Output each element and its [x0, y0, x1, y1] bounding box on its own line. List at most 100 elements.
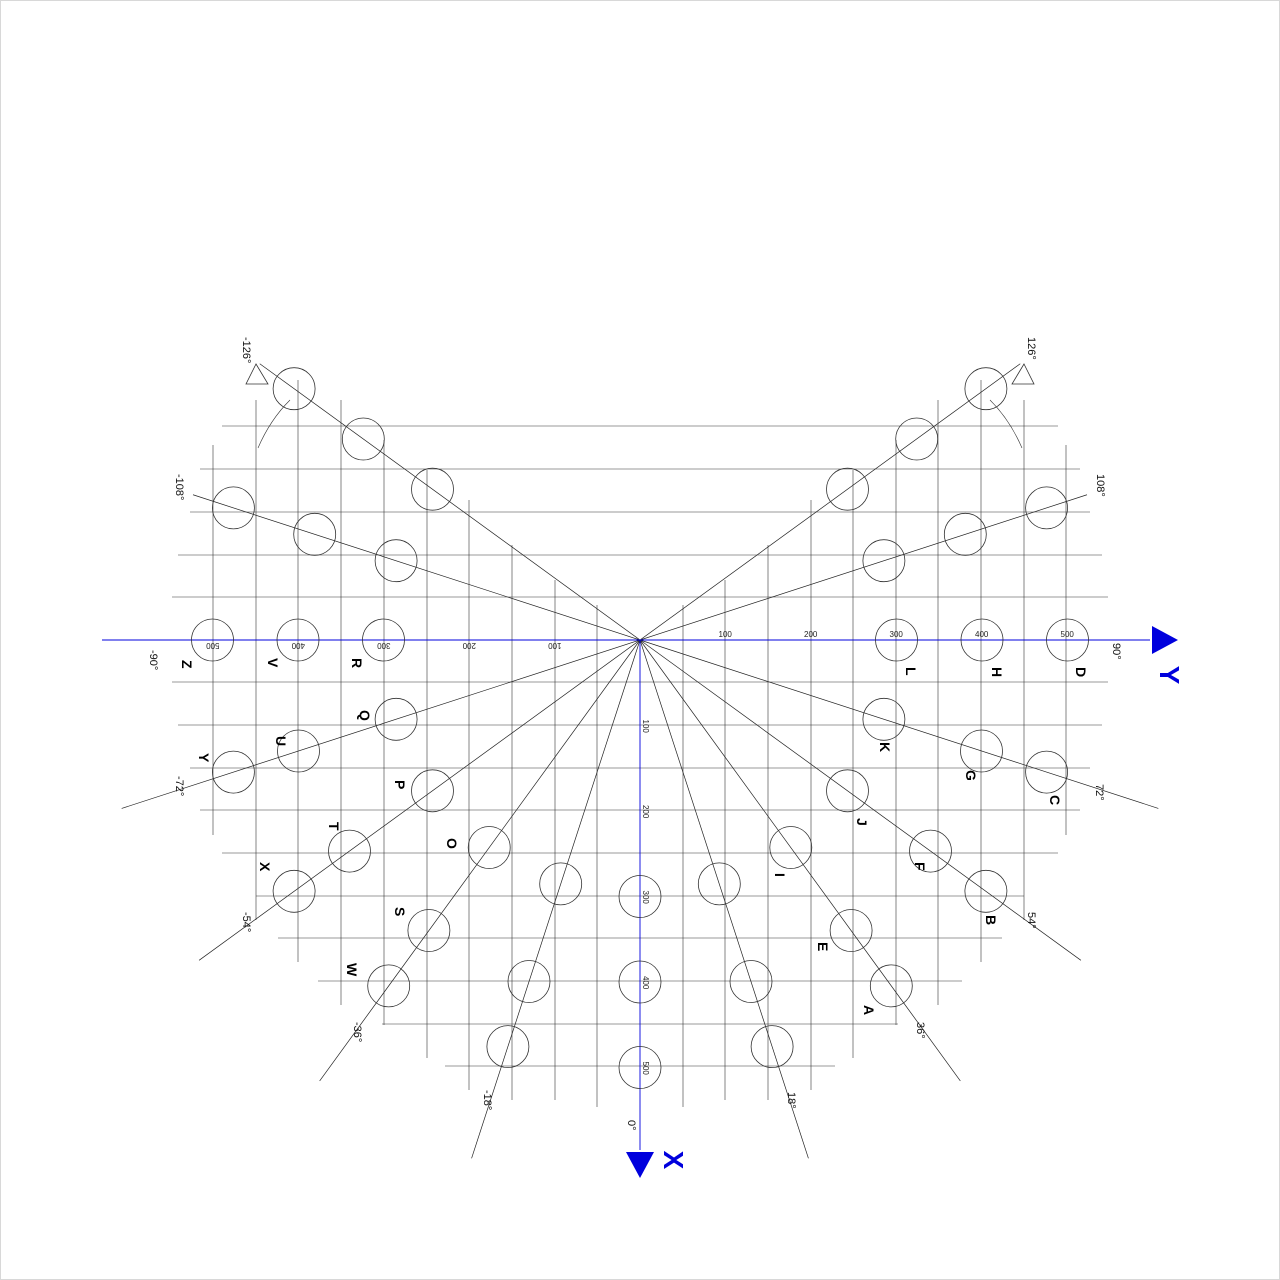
- hole-letter: Y: [196, 753, 212, 763]
- angle-label: 90°: [1110, 643, 1122, 660]
- angle-label: -126°: [240, 337, 252, 363]
- angle-label: 72°: [1093, 784, 1105, 801]
- hole-circle: [960, 618, 1004, 662]
- y-tick-label: 300: [890, 630, 904, 639]
- neg-y-tick-label: 100: [548, 641, 562, 650]
- hole-circle: [486, 1025, 530, 1068]
- grid-lines: [170, 380, 1108, 1107]
- hole-letter: T: [326, 822, 342, 831]
- hole-circle: [826, 769, 869, 813]
- hole-letter: O: [444, 838, 460, 849]
- x-tick-label: 100: [641, 720, 650, 734]
- angle-label: -72°: [173, 776, 185, 796]
- hole-circle: [362, 618, 405, 662]
- hole-circle: [328, 829, 371, 873]
- angle-rays: [121, 363, 1159, 1159]
- hole-circle: [618, 960, 662, 1004]
- hole-letter: H: [989, 667, 1005, 677]
- ray-108: [639, 494, 1088, 641]
- ray-36: [639, 639, 961, 1082]
- hole-circle: [1025, 750, 1068, 794]
- x-tick-label: 500: [641, 1062, 650, 1076]
- neg-y-tick-label: 400: [291, 641, 305, 650]
- neg-y-tick-label: 500: [206, 641, 220, 650]
- hole-circle: [943, 512, 987, 556]
- ray--36: [319, 639, 641, 1082]
- y-tick-label: 500: [1061, 630, 1075, 639]
- x-tick-label: 300: [641, 891, 650, 905]
- hole-letter: W: [344, 963, 360, 977]
- hole-circle: [411, 467, 454, 511]
- x-tick-label: 200: [641, 805, 650, 819]
- ray-72: [639, 639, 1159, 809]
- x-tick-label: 400: [641, 976, 650, 990]
- ray--126: [259, 363, 641, 641]
- hole-circle: [618, 1046, 662, 1089]
- hole-circle: [407, 909, 451, 952]
- angle-label: 108°: [1094, 474, 1106, 497]
- angle-label: 18°: [785, 1092, 797, 1109]
- hole-circle: [909, 829, 952, 873]
- x-axis-label: X: [658, 1151, 689, 1170]
- left-arc: [257, 399, 291, 449]
- hole-circle: [875, 618, 918, 662]
- angle-label: 126°: [1025, 337, 1037, 360]
- y-tick-label: 400: [975, 630, 989, 639]
- y-tick-label: 100: [719, 630, 733, 639]
- hole-letter: L: [903, 667, 919, 676]
- ray-126: [639, 363, 1021, 641]
- hole-circle: [293, 512, 337, 556]
- angle-label: 54°: [1025, 912, 1037, 929]
- x-axis-arrow: [626, 1152, 654, 1178]
- hole-circle: [826, 467, 869, 511]
- hole-circle: [862, 697, 906, 741]
- hole-circle: [211, 750, 255, 794]
- hole-circle: [1025, 486, 1068, 530]
- angle-label: -54°: [240, 912, 252, 932]
- angle-label: -18°: [481, 1090, 493, 1110]
- neg-y-tick-label: 200: [462, 641, 476, 650]
- hole-circle: [829, 909, 873, 952]
- hole-circle: [374, 539, 418, 583]
- hole-circle: [964, 869, 1008, 913]
- hole-circle: [964, 367, 1008, 411]
- hole-circle: [374, 697, 418, 741]
- angle-label: -36°: [351, 1022, 363, 1042]
- angle-label: -90°: [147, 650, 159, 670]
- hole-circle: [467, 826, 511, 869]
- right-end-marker: [1011, 363, 1035, 385]
- hole-circle: [769, 826, 813, 869]
- hole-letter: R: [349, 658, 365, 668]
- hole-letter: X: [257, 862, 273, 872]
- ray--54: [198, 639, 641, 961]
- hole-letter: G: [963, 770, 979, 781]
- ray--108: [192, 494, 641, 641]
- hole-circle: [211, 486, 255, 530]
- hole-letter: D: [1073, 667, 1089, 677]
- right-arc: [989, 399, 1023, 449]
- y-tick-label: 200: [804, 630, 818, 639]
- hole-letter: P: [392, 780, 408, 789]
- hole-letter: Z: [179, 660, 195, 669]
- hole-circle: [729, 960, 773, 1003]
- hole-circle: [895, 417, 939, 461]
- y-axis-arrow: [1152, 626, 1178, 654]
- hole-letter: Q: [357, 710, 373, 721]
- hole-letter: B: [983, 915, 999, 925]
- hole-circle: [697, 862, 741, 906]
- left-end-marker: [245, 363, 269, 385]
- hole-circle: [960, 729, 1003, 773]
- hole-circle: [750, 1025, 794, 1068]
- hole-circle: [277, 729, 320, 773]
- hole-letter: I: [772, 873, 788, 877]
- hole-letter: C: [1047, 795, 1063, 805]
- ray--18: [471, 639, 641, 1159]
- hole-letter: E: [815, 942, 831, 951]
- axes: [102, 626, 1178, 1178]
- hole-circle: [869, 964, 913, 1008]
- hole-circle: [862, 539, 906, 583]
- hole-circle: [341, 417, 385, 461]
- hole-circle: [272, 869, 316, 913]
- hole-circle: [276, 618, 320, 662]
- neg-y-tick-label: 300: [377, 641, 391, 650]
